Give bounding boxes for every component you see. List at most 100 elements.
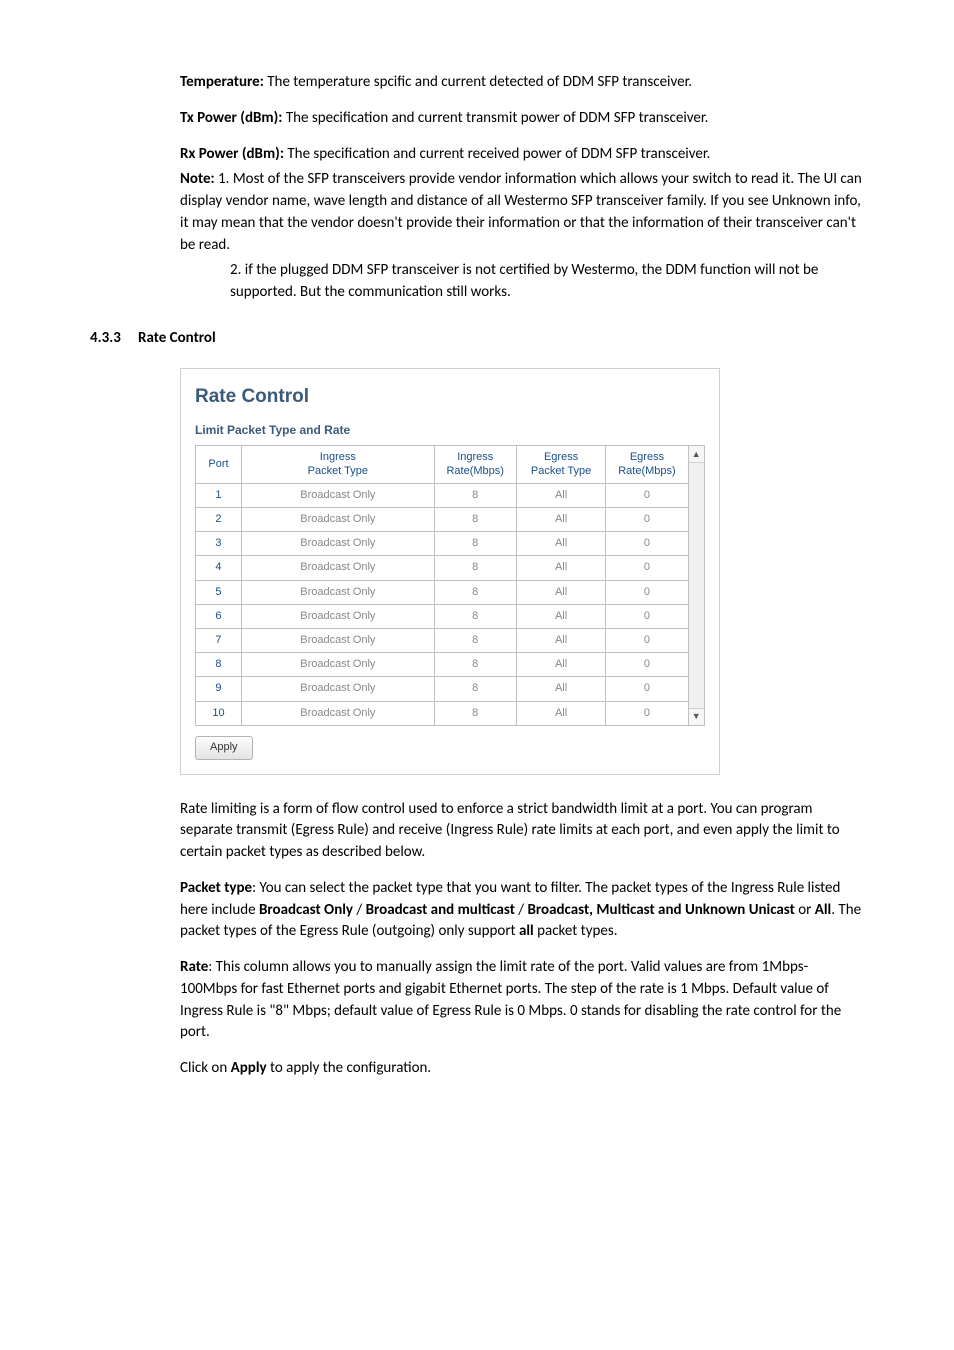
def-temperature: Temperature: The temperature spcific and… <box>180 72 864 94</box>
cell-itype[interactable]: Broadcast Only <box>241 604 434 628</box>
def-txpower: Tx Power (dBm): The specification and cu… <box>180 108 864 130</box>
table-row: 5Broadcast Only8All0 <box>196 580 689 604</box>
pt-b1: Broadcast Only <box>259 901 353 919</box>
cell-itype[interactable]: Broadcast Only <box>241 508 434 532</box>
apply-button[interactable]: Apply <box>195 736 253 760</box>
pt-b4: All <box>815 901 831 919</box>
cell-erate[interactable]: 0 <box>606 653 688 677</box>
rate-table-wrap: Port IngressPacket Type IngressRate(Mbps… <box>195 445 705 725</box>
th-port: Port <box>196 446 242 483</box>
cell-itype[interactable]: Broadcast Only <box>241 532 434 556</box>
cell-erate[interactable]: 0 <box>606 483 688 507</box>
cell-etype[interactable]: All <box>516 580 606 604</box>
panel-title: Rate Control <box>195 383 705 411</box>
cell-erate[interactable]: 0 <box>606 677 688 701</box>
table-scrollbar[interactable]: ▲ ▼ <box>689 445 705 725</box>
cell-etype[interactable]: All <box>516 653 606 677</box>
table-row: 8Broadcast Only8All0 <box>196 653 689 677</box>
cell-port: 6 <box>196 604 242 628</box>
cell-erate[interactable]: 0 <box>606 628 688 652</box>
cell-irate[interactable]: 8 <box>434 653 516 677</box>
cell-port: 5 <box>196 580 242 604</box>
cell-itype[interactable]: Broadcast Only <box>241 556 434 580</box>
cell-irate[interactable]: 8 <box>434 483 516 507</box>
cell-erate[interactable]: 0 <box>606 604 688 628</box>
scroll-down-icon[interactable]: ▼ <box>689 708 704 725</box>
cell-irate[interactable]: 8 <box>434 532 516 556</box>
cell-etype[interactable]: All <box>516 556 606 580</box>
panel-subtitle: Limit Packet Type and Rate <box>195 422 705 439</box>
cell-etype[interactable]: All <box>516 483 606 507</box>
cell-etype[interactable]: All <box>516 604 606 628</box>
pt-t3: packet types. <box>534 922 618 940</box>
cell-erate[interactable]: 0 <box>606 556 688 580</box>
cell-irate[interactable]: 8 <box>434 677 516 701</box>
table-row: 9Broadcast Only8All0 <box>196 677 689 701</box>
page: Temperature: The temperature spcific and… <box>0 0 954 1350</box>
cell-erate[interactable]: 0 <box>606 580 688 604</box>
def-rxpower: Rx Power (dBm): The specification and cu… <box>180 144 864 166</box>
table-row: 10Broadcast Only8All0 <box>196 701 689 725</box>
para-rate-limiting: Rate limiting is a form of flow control … <box>180 799 864 864</box>
cell-erate[interactable]: 0 <box>606 532 688 556</box>
cell-irate[interactable]: 8 <box>434 508 516 532</box>
th-ingress-type: IngressPacket Type <box>241 446 434 483</box>
cell-etype[interactable]: All <box>516 508 606 532</box>
cell-itype[interactable]: Broadcast Only <box>241 701 434 725</box>
table-row: 4Broadcast Only8All0 <box>196 556 689 580</box>
pt-sep2: / <box>515 901 528 919</box>
para-rate: Rate: This column allows you to manually… <box>180 957 864 1044</box>
rate-control-panel: Rate Control Limit Packet Type and Rate … <box>180 368 720 775</box>
cell-port: 4 <box>196 556 242 580</box>
para-packet-type: Packet type: You can select the packet t… <box>180 878 864 943</box>
table-row: 2Broadcast Only8All0 <box>196 508 689 532</box>
cell-etype[interactable]: All <box>516 628 606 652</box>
cell-erate[interactable]: 0 <box>606 701 688 725</box>
scroll-up-icon[interactable]: ▲ <box>689 446 704 463</box>
para-apply: Click on Apply to apply the configuratio… <box>180 1058 864 1080</box>
cell-irate[interactable]: 8 <box>434 628 516 652</box>
table-row: 7Broadcast Only8All0 <box>196 628 689 652</box>
cell-irate[interactable]: 8 <box>434 580 516 604</box>
note-p1: Note: 1. Most of the SFP transceivers pr… <box>180 169 864 256</box>
section-number: 4.3.3 <box>90 328 138 350</box>
def-rxpower-label: Rx Power (dBm): <box>180 145 284 163</box>
cell-etype[interactable]: All <box>516 701 606 725</box>
cell-itype[interactable]: Broadcast Only <box>241 580 434 604</box>
note-p2: 2. if the plugged DDM SFP transceiver is… <box>180 260 864 304</box>
cell-port: 1 <box>196 483 242 507</box>
cell-port: 8 <box>196 653 242 677</box>
section-heading: 4.3.3Rate Control <box>90 328 864 350</box>
cell-itype[interactable]: Broadcast Only <box>241 653 434 677</box>
cell-etype[interactable]: All <box>516 677 606 701</box>
pt-label: Packet type <box>180 879 252 897</box>
rate-table: Port IngressPacket Type IngressRate(Mbps… <box>195 445 689 725</box>
cell-irate[interactable]: 8 <box>434 701 516 725</box>
scroll-track[interactable] <box>689 463 704 707</box>
th-egress-rate: EgressRate(Mbps) <box>606 446 688 483</box>
cell-port: 2 <box>196 508 242 532</box>
cell-etype[interactable]: All <box>516 532 606 556</box>
table-row: 6Broadcast Only8All0 <box>196 604 689 628</box>
th-egress-type: EgressPacket Type <box>516 446 606 483</box>
table-header-row: Port IngressPacket Type IngressRate(Mbps… <box>196 446 689 483</box>
rate-table-body: 1Broadcast Only8All0 2Broadcast Only8All… <box>196 483 689 725</box>
pt-b2: Broadcast and multicast <box>366 901 515 919</box>
apply-t1: Click on <box>180 1059 231 1077</box>
th-ingress-rate: IngressRate(Mbps) <box>434 446 516 483</box>
cell-itype[interactable]: Broadcast Only <box>241 628 434 652</box>
cell-erate[interactable]: 0 <box>606 508 688 532</box>
th-port-text: Port <box>208 458 228 470</box>
cell-itype[interactable]: Broadcast Only <box>241 677 434 701</box>
table-row: 1Broadcast Only8All0 <box>196 483 689 507</box>
cell-itype[interactable]: Broadcast Only <box>241 483 434 507</box>
cell-irate[interactable]: 8 <box>434 604 516 628</box>
apply-t2: to apply the configuration. <box>267 1059 432 1077</box>
note-text1: 1. Most of the SFP transceivers provide … <box>180 170 862 253</box>
cell-port: 9 <box>196 677 242 701</box>
pt-sep1: / <box>353 901 366 919</box>
def-temperature-text: The temperature spcific and current dete… <box>264 73 692 91</box>
cell-irate[interactable]: 8 <box>434 556 516 580</box>
cell-port: 7 <box>196 628 242 652</box>
cell-port: 10 <box>196 701 242 725</box>
